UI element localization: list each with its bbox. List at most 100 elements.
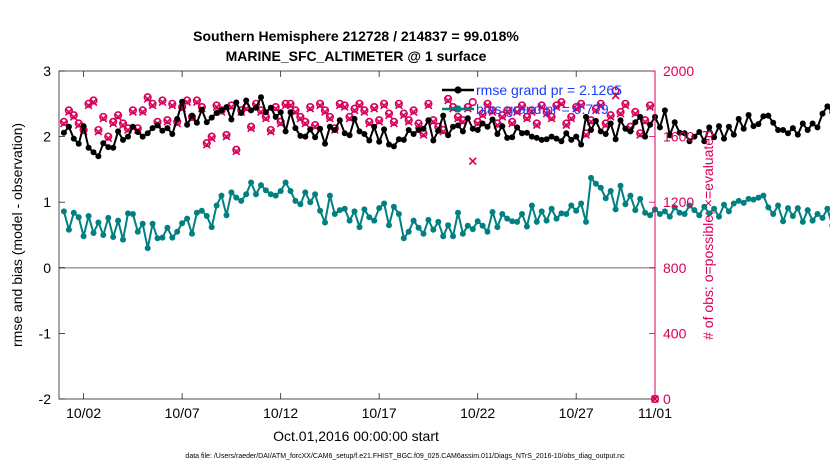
rmse-point (607, 120, 614, 127)
obs-evaluated-marker (89, 98, 98, 107)
rmse-point (366, 137, 373, 144)
obs-evaluated-marker (207, 134, 216, 143)
obs-possible-marker (537, 101, 546, 110)
obs-evaluated-marker (192, 98, 201, 107)
obs-possible-marker (320, 106, 330, 115)
rmse-point (371, 123, 378, 130)
bias-point (755, 194, 762, 201)
bias-point (824, 205, 830, 212)
rmse-point (642, 133, 649, 140)
bias-point (302, 189, 309, 196)
bias-point (627, 192, 634, 199)
obs-possible-marker (375, 116, 384, 125)
obs-evaluated-stroke (646, 103, 655, 112)
bias-point (297, 201, 304, 208)
rmse-point (198, 106, 205, 113)
obs-possible-marker (350, 104, 359, 113)
obs-evaluated-marker (552, 103, 561, 112)
obs-evaluated-stroke (158, 98, 167, 107)
legend-label-bias: bias grand pr = 0.779 (476, 101, 609, 117)
rmse-point (415, 127, 422, 133)
series-lines-layer (60, 94, 830, 252)
rmse-point (711, 134, 718, 141)
obs-evaluated-marker (616, 109, 625, 118)
rmse-point (489, 116, 496, 123)
rmse-point (588, 127, 594, 133)
bias-point (583, 218, 589, 225)
bias-point (90, 230, 97, 236)
rmse-point (129, 123, 136, 130)
obs-evaluated-marker (325, 114, 334, 123)
obs-evaluated-stroke (616, 109, 625, 118)
bias-point (676, 209, 683, 216)
rmse-point (602, 131, 609, 137)
rmse-point (346, 132, 353, 139)
obs-possible-marker (577, 99, 586, 108)
obs-evaluated-stroke (360, 108, 369, 116)
obs-evaluated-stroke (631, 109, 640, 118)
obs-evaluated-stroke (419, 130, 428, 139)
obs-evaluated-stroke (429, 117, 438, 126)
obs-possible-marker (404, 116, 413, 125)
rmse-point (169, 131, 176, 137)
obs-possible-marker (631, 107, 640, 117)
rmse-point (307, 126, 314, 133)
bias-point (740, 199, 747, 206)
obs-possible-marker (389, 117, 399, 126)
rmse-point (681, 130, 688, 137)
obs-evaluated-stroke (503, 108, 512, 116)
obs-evaluated-stroke (404, 117, 413, 126)
bias-point (617, 182, 624, 189)
bias-point (272, 192, 279, 199)
obs-possible-marker (246, 122, 256, 131)
obs-possible-marker (306, 102, 315, 112)
rmse-point (745, 112, 752, 118)
rmse-point (597, 128, 604, 135)
obs-evaluated-stroke (478, 111, 487, 120)
bias-point (548, 205, 555, 212)
obs-evaluated-stroke (119, 121, 127, 130)
obs-possible-marker (478, 109, 487, 118)
rmse-point (341, 130, 348, 137)
rmse-point (573, 133, 580, 140)
bias-point (371, 217, 378, 224)
x-tick-label: 11/01 (638, 405, 672, 421)
bias-point (282, 179, 289, 186)
bias-point (400, 235, 407, 242)
obs-evaluated-stroke (143, 94, 152, 103)
obs-evaluated-marker (596, 101, 605, 110)
bias-point (686, 202, 693, 209)
obs-evaluated-stroke (114, 112, 123, 121)
y-right-tick-label: 1200 (663, 194, 694, 210)
rmse-point (785, 130, 791, 137)
obs-evaluated-stroke (301, 119, 310, 128)
obs-evaluated-stroke (183, 98, 192, 107)
bias-point (125, 210, 131, 217)
bias-point (228, 189, 235, 196)
rmse-point (400, 136, 407, 143)
obs-possible-marker (365, 117, 374, 126)
rmse-point (528, 133, 535, 140)
obs-possible-marker (517, 101, 527, 110)
obs-evaluated-stroke (621, 101, 630, 110)
bias-point (538, 208, 545, 215)
obs-evaluated-stroke (562, 121, 571, 130)
obs-possible-marker (522, 112, 532, 122)
bias-point (642, 209, 649, 216)
bias-point (322, 219, 328, 226)
bias-point (75, 214, 82, 221)
obs-evaluated-marker (399, 111, 408, 120)
bias-point (637, 195, 644, 202)
bias-point (184, 215, 191, 222)
obs-evaluated-stroke (69, 112, 78, 121)
bias-point (701, 203, 708, 210)
y-left-tick-label: 3 (43, 63, 51, 79)
bias-point (716, 213, 722, 220)
rmse-point (331, 127, 338, 133)
rmse-point (765, 112, 772, 119)
y-right-axis-label: # of obs: o=possible; ×=evaluated (700, 130, 716, 340)
bias-point (326, 192, 333, 199)
obs-possible-marker (325, 112, 335, 122)
rmse-point (691, 133, 698, 140)
